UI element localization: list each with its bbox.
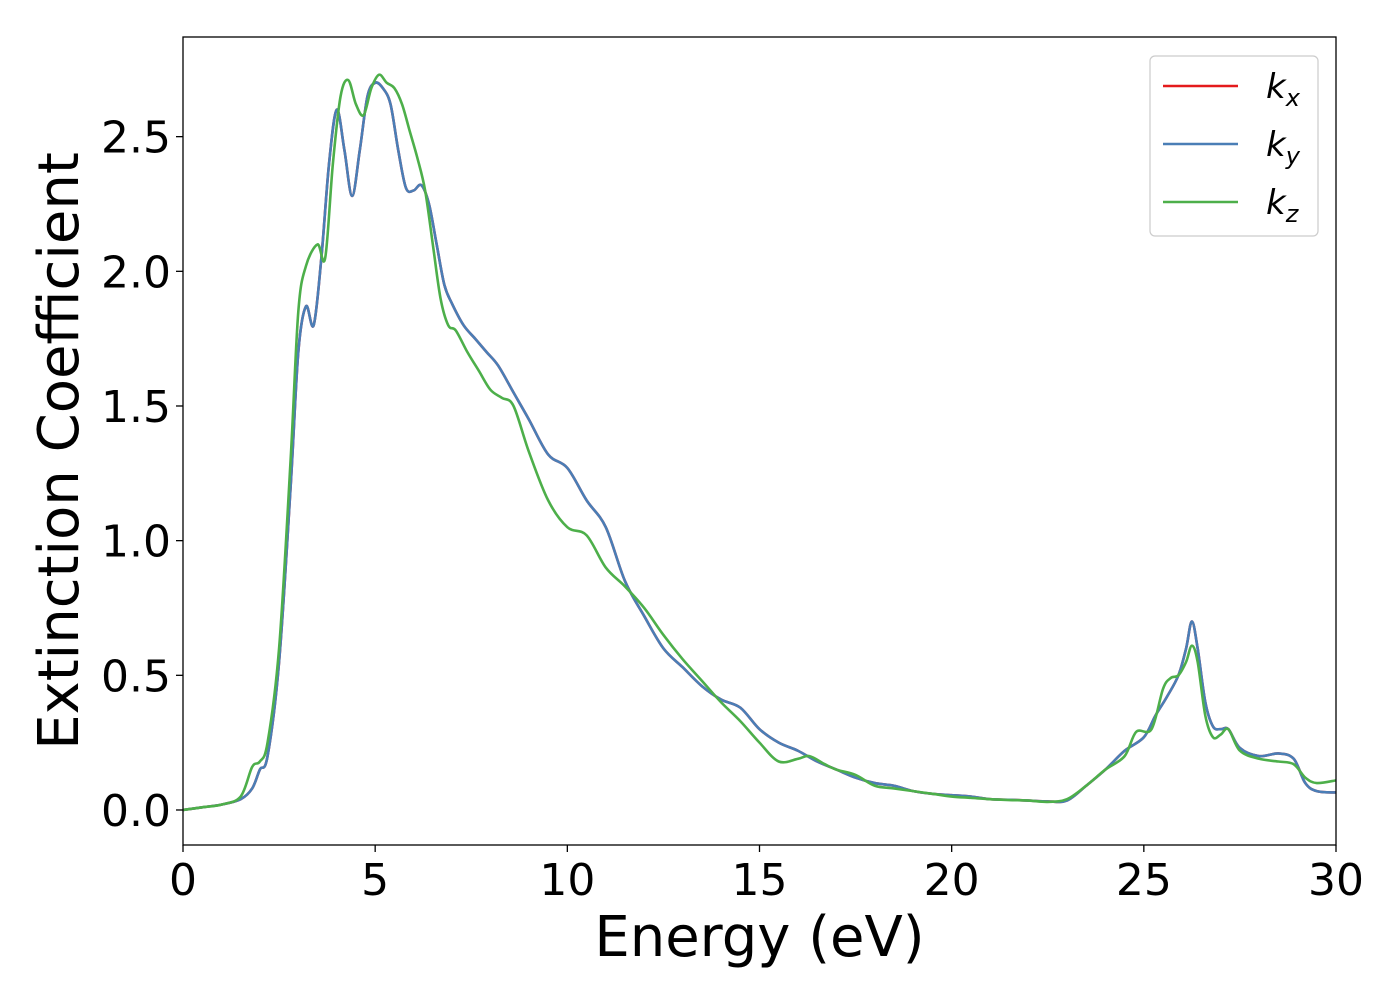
x-tick-label: 10: [539, 855, 595, 906]
x-tick-label: 20: [924, 855, 980, 906]
legend-box: [1149, 55, 1319, 237]
y-axis-title: Extinction Coefficient: [27, 152, 92, 750]
legend-label-x: kx: [1266, 67, 1301, 112]
x-axis-title: Energy (eV): [594, 905, 924, 970]
series-line-y: [183, 81, 1336, 812]
legend-label-y: ky: [1266, 125, 1301, 170]
series-line-z: [183, 73, 1336, 812]
y-axis: 0.0 0.5 1.0 1.5 2.0 2.5: [101, 113, 183, 837]
legend: kx ky kz: [1149, 55, 1319, 237]
x-tick-label: 0: [169, 855, 197, 906]
x-tick-label: 15: [732, 855, 788, 906]
y-tick-label: 0.5: [101, 651, 171, 702]
y-tick-label: 2.0: [101, 247, 171, 298]
x-tick-label: 25: [1116, 855, 1172, 906]
x-tick-label: 30: [1308, 855, 1364, 906]
y-tick-label: 1.5: [101, 382, 171, 433]
x-axis: 0 5 10 15 20 25 30: [169, 845, 1364, 906]
x-tick-label: 5: [361, 855, 389, 906]
y-tick-label: 2.5: [101, 113, 171, 164]
legend-label-z: kz: [1266, 183, 1300, 228]
y-tick-label: 0.0: [101, 786, 171, 837]
series-lines: [183, 73, 1336, 812]
y-tick-label: 1.0: [101, 517, 171, 568]
